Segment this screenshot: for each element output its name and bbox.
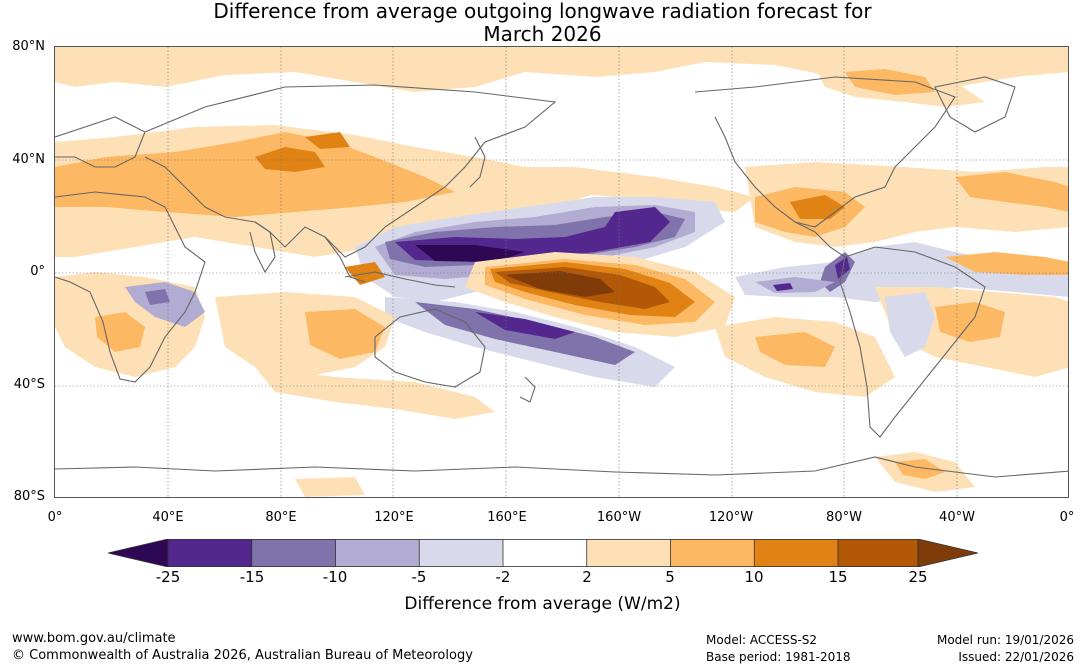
- colorbar-tick-p10: 10: [744, 568, 764, 586]
- lon-label-0-left: 0°: [47, 510, 63, 525]
- coastline-asia: [144, 84, 557, 258]
- lon-label-0-right: 0°: [1059, 510, 1075, 525]
- lat-label-80n: 80°N: [12, 39, 45, 54]
- anomaly-region-gulf-core: [790, 195, 845, 219]
- lon-label-40e: 40°E: [152, 510, 184, 525]
- colorbar-bin-p5-p10: [670, 539, 755, 567]
- colorbar-extend-high: [917, 539, 978, 567]
- colorbar-tick-n25: -25: [155, 568, 181, 586]
- colorbar-tick-n2: -2: [495, 568, 511, 586]
- coastline-africa: [55, 191, 206, 383]
- colorbar-tick-n15: -15: [239, 568, 265, 586]
- coastline-india: [249, 221, 276, 274]
- lon-label-40w: 40°W: [939, 510, 975, 525]
- lon-label-120w: 120°W: [708, 510, 754, 525]
- anomaly-region-atlantic-itcz: [755, 277, 835, 293]
- anomaly-region-central-pacific-core: [505, 271, 615, 297]
- anomaly-region-eurasia-mid: [55, 132, 455, 217]
- lon-label-160e: 160°E: [487, 510, 527, 525]
- colorbar-frame: [167, 539, 919, 567]
- colorbar-tick-p5: 5: [665, 568, 675, 586]
- coastline-antarctica: [55, 456, 1068, 478]
- colorbar-tick-n5: -5: [411, 568, 427, 586]
- lat-label-40s: 40°S: [13, 377, 45, 392]
- colorbar-bin-n25-n15: [168, 539, 252, 567]
- footer-model-run: Model run: 19/01/2026: [936, 633, 1074, 647]
- anomaly-region-warm-pool-core: [415, 245, 525, 262]
- coastline-south-america: [839, 246, 986, 438]
- anomaly-region-amazon-neg: [885, 292, 935, 357]
- coastlines: [55, 76, 1068, 478]
- coastline-greenland: [934, 76, 1016, 133]
- colorbar-bin-p15-p25: [838, 539, 918, 567]
- coastline-australia: [374, 308, 486, 388]
- anomaly-region-south-pacific-east-mid: [755, 332, 835, 367]
- anomaly-region-indian-ocean-orange: [305, 309, 385, 359]
- anomaly-region-east-africa-neg: [125, 282, 205, 327]
- colorbar-bin-n2-p2: [503, 539, 587, 567]
- anomaly-region-central-asia: [255, 147, 325, 172]
- colorbar-tick-p25: 25: [908, 568, 928, 586]
- footer-copyright: © Commonwealth of Australia 2026, Austra…: [12, 648, 473, 663]
- footer-base-period: Base period: 1981-2018: [706, 650, 851, 664]
- lon-label-120e: 120°E: [374, 510, 414, 525]
- colorbar-title: Difference from average (W/m2): [404, 594, 681, 614]
- colorbar-bin-n5-n2: [419, 539, 503, 567]
- anomaly-region-north-america-high-2: [845, 69, 935, 95]
- colorbar-bin-n10-n5: [335, 539, 420, 567]
- coastline-europe: [55, 116, 146, 168]
- title-line-2: March 2026: [483, 22, 602, 46]
- anomaly-region-south-ocean-west: [295, 477, 365, 497]
- lon-label-80e: 80°E: [265, 510, 297, 525]
- lon-label-80w: 80°W: [826, 510, 862, 525]
- colorbar-bin-p10-p15: [754, 539, 838, 567]
- lat-label-equator: 0°: [30, 264, 45, 279]
- colorbar: [108, 539, 978, 567]
- anomaly-region-spcz-core: [475, 312, 575, 339]
- anomaly-region-south-ocean-east-mid: [895, 459, 945, 479]
- footer-website: www.bom.gov.au/climate: [12, 631, 176, 646]
- lat-label-40n: 40°N: [12, 152, 45, 167]
- lon-label-160w: 160°W: [596, 510, 642, 525]
- lat-label-80s: 80°S: [13, 489, 45, 504]
- coastline-southeast-asia: [324, 236, 366, 283]
- coastline-indonesia: [344, 271, 456, 288]
- coastline-japan: [469, 136, 486, 188]
- colorbar-tick-p2: 2: [582, 568, 592, 586]
- colorbar-dividers: [167, 539, 919, 567]
- colorbar-extend-low: [108, 539, 169, 567]
- anomaly-region-central-asia-2: [305, 132, 350, 149]
- coastline-north-america: [694, 76, 956, 228]
- title-line-1: Difference from average outgoing longwav…: [213, 0, 872, 23]
- anomaly-region-brazil: [935, 302, 1005, 342]
- anomaly-region-east-pacific-dot: [773, 283, 793, 291]
- coastline-new-zealand: [519, 376, 536, 403]
- gridlines: [55, 47, 1068, 497]
- anomaly-region-north-high: [55, 47, 1068, 92]
- olr-anomaly-map: [54, 46, 1069, 498]
- colorbar-bin-p2-p5: [586, 539, 671, 567]
- footer-issued: Issued: 22/01/2026: [958, 650, 1074, 664]
- map-canvas: [55, 47, 1068, 497]
- colorbar-bin-n15-n10: [251, 539, 336, 567]
- anomaly-region-east-africa-core: [145, 289, 170, 305]
- coastline-central-america: [794, 221, 846, 258]
- colorbar-tick-n10: -10: [322, 568, 348, 586]
- map-title: Difference from average outgoing longwav…: [0, 0, 1085, 46]
- footer-model: Model: ACCESS-S2: [706, 633, 818, 647]
- anomaly-region-southern-band: [255, 367, 495, 419]
- anomaly-region-east-atlantic: [955, 172, 1068, 212]
- anomaly-region-atlantic-south-orange: [945, 252, 1068, 275]
- colorbar-tick-p15: 15: [828, 568, 848, 586]
